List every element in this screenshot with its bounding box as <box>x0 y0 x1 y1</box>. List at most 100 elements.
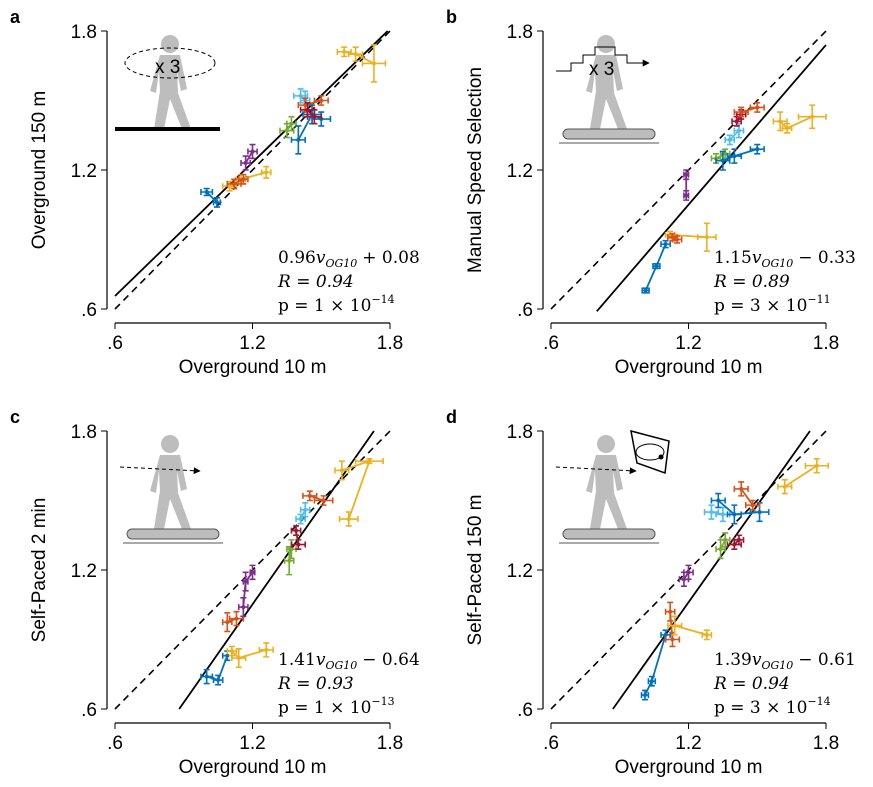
point <box>241 177 246 182</box>
point <box>303 103 308 108</box>
icon-text: x 3 <box>155 57 180 78</box>
point <box>739 110 744 115</box>
point <box>654 264 659 269</box>
y-axis-label: Overground 150 m <box>29 91 50 249</box>
point <box>723 151 728 156</box>
panel-label: c <box>10 407 20 427</box>
series-line <box>779 115 813 130</box>
fit-equation: 1.41vOG10 − 0.64 <box>278 650 420 672</box>
x-axis-label: Overground 10 m <box>179 757 327 778</box>
point <box>229 649 234 654</box>
y-tick-label: 1.2 <box>507 161 533 182</box>
icon-treadmill <box>126 528 220 540</box>
fit-sub: OG10 <box>325 257 357 270</box>
fit-var: v <box>316 650 326 670</box>
series-line <box>244 151 254 164</box>
point <box>785 126 790 131</box>
panel-label: b <box>446 7 457 27</box>
x-tick-label: .6 <box>107 333 123 354</box>
p-base: p = 1 × 10 <box>278 698 371 718</box>
y-tick-label: 1.8 <box>71 422 97 443</box>
identity-line <box>114 30 391 310</box>
fit-equation: 1.15vOG10 − 0.33 <box>714 248 856 270</box>
p-text: p = 3 × 10−14 <box>714 695 831 718</box>
point <box>225 653 230 658</box>
point <box>241 605 246 610</box>
icon-body <box>150 55 191 129</box>
icon-body <box>586 455 627 529</box>
y-axis-label: Manual Speed Selection <box>465 67 486 273</box>
point <box>232 181 237 186</box>
point <box>204 190 209 195</box>
p-exp: −14 <box>371 293 394 306</box>
p-base: p = 1 × 10 <box>278 296 371 316</box>
point <box>264 647 269 652</box>
p-exp: −11 <box>807 293 830 306</box>
point <box>704 632 709 637</box>
r-text: R = 0.93 <box>277 674 354 694</box>
point <box>289 547 294 552</box>
point <box>736 128 741 133</box>
fit-line <box>114 30 389 297</box>
fit-sub: OG10 <box>761 659 793 672</box>
icon-treadmill <box>562 528 656 540</box>
fit-equation: 0.96vOG10 + 0.08 <box>278 248 420 270</box>
icon-text: x 3 <box>589 59 614 80</box>
x-tick-label: 1.2 <box>675 733 701 754</box>
fit-const: − 0.33 <box>798 248 856 268</box>
point <box>755 105 760 110</box>
point <box>287 558 292 563</box>
point <box>684 172 689 177</box>
y-tick-label: 1.8 <box>507 22 533 43</box>
point <box>778 119 783 124</box>
series-line <box>729 129 740 141</box>
icon-path <box>124 47 216 79</box>
series-line <box>297 113 322 141</box>
point <box>718 547 723 552</box>
icon-body <box>150 455 191 529</box>
fit-coef: 0.96 <box>278 248 316 268</box>
icon-treadmill <box>562 128 656 140</box>
point <box>684 193 689 198</box>
fit-sub: OG10 <box>325 659 357 672</box>
icon-screen <box>630 429 670 475</box>
y-tick-label: .6 <box>517 700 533 721</box>
y-tick-label: 1.2 <box>71 561 97 582</box>
point <box>371 61 376 66</box>
point <box>243 161 248 166</box>
icon-arrow <box>555 466 637 475</box>
point <box>734 119 739 124</box>
x-tick-label: 1.8 <box>377 333 403 354</box>
point <box>663 242 668 247</box>
x-axis-label: Overground 10 m <box>179 357 327 378</box>
x-tick-label: .6 <box>543 333 559 354</box>
point <box>250 149 255 154</box>
point <box>668 609 673 614</box>
point <box>204 674 209 679</box>
point <box>298 93 303 98</box>
p-exp: −14 <box>807 695 830 708</box>
point <box>298 517 303 522</box>
point <box>739 486 744 491</box>
point <box>236 656 241 661</box>
series-line <box>784 464 818 488</box>
point <box>643 288 648 293</box>
point <box>663 632 668 637</box>
y-axis-label: Self-Paced 2 min <box>29 498 50 643</box>
r-text: R = 0.89 <box>713 272 790 292</box>
fit-coef: 1.15 <box>714 248 752 268</box>
point <box>704 235 709 240</box>
point <box>225 620 230 625</box>
panel-label: d <box>446 407 457 427</box>
point <box>289 121 294 126</box>
point <box>649 679 654 684</box>
point <box>810 114 815 119</box>
point <box>736 537 741 542</box>
point <box>284 128 289 133</box>
y-tick-label: 1.8 <box>71 22 97 43</box>
x-axis-label: Overground 10 m <box>615 357 763 378</box>
point <box>296 542 301 547</box>
y-tick-label: 1.8 <box>507 422 533 443</box>
fit-const: − 0.64 <box>362 650 420 670</box>
